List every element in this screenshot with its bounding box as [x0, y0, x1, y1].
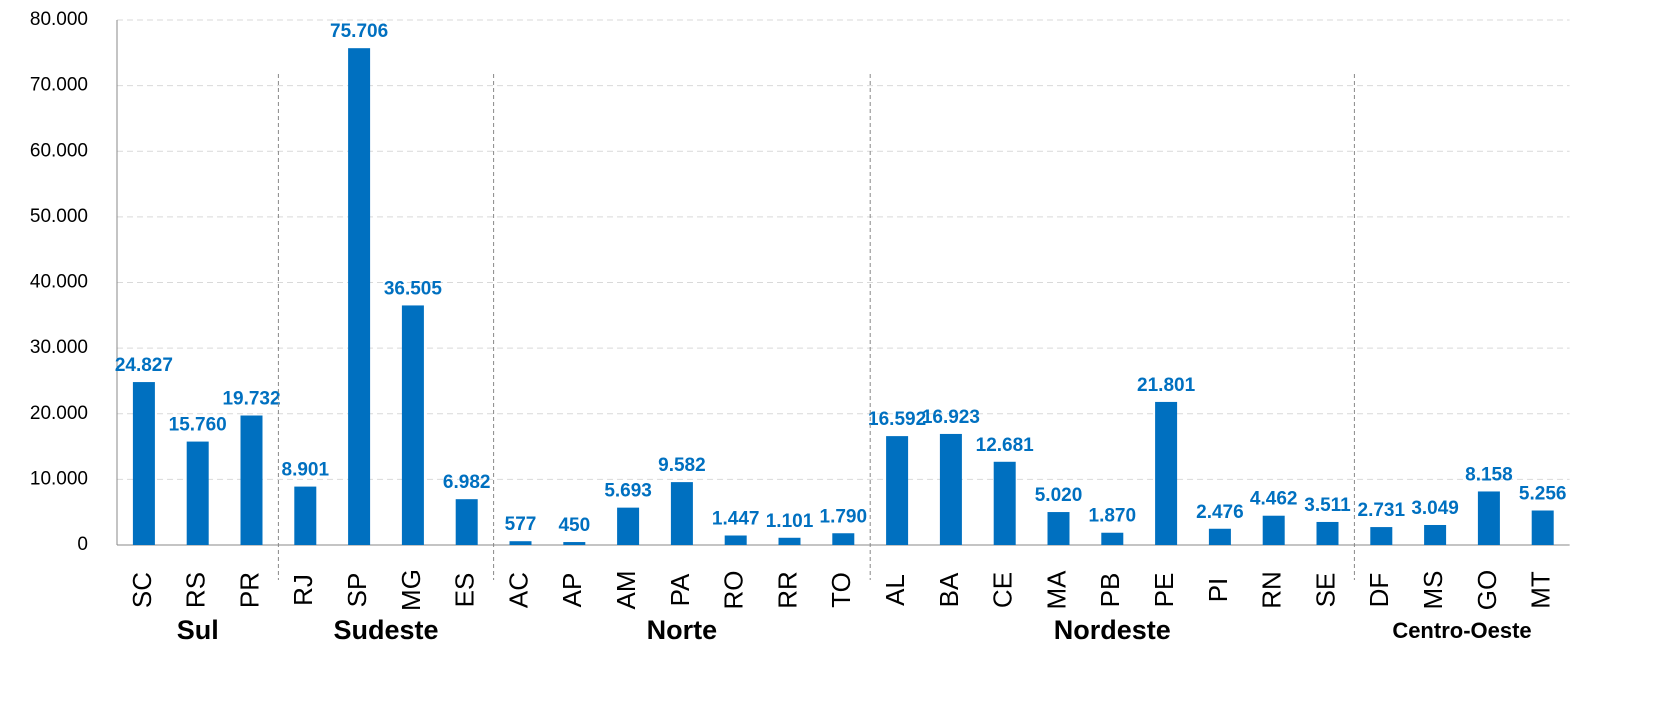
bar [1477, 491, 1500, 545]
value-label: 2.731 [1358, 500, 1406, 521]
bar [1208, 528, 1231, 545]
y-tick-label: 60.000 [30, 140, 88, 161]
bar [240, 415, 263, 545]
value-label: 6.982 [443, 472, 491, 493]
value-label: 577 [505, 514, 537, 535]
value-label: 1.790 [820, 506, 868, 527]
x-tick-label: PE [1149, 573, 1179, 608]
value-label: 15.760 [169, 415, 227, 436]
value-label: 1.101 [766, 511, 814, 532]
bar [1047, 512, 1070, 545]
y-tick-label: 30.000 [30, 337, 88, 358]
group-label: Sudeste [333, 615, 438, 645]
bar [186, 441, 209, 545]
x-tick-label: MS [1418, 571, 1448, 610]
bar [993, 461, 1016, 545]
x-tick-label: AL [880, 574, 910, 606]
value-label: 24.827 [115, 355, 173, 376]
x-tick-label: RR [772, 571, 802, 609]
x-tick-label: PI [1203, 578, 1233, 603]
bar [1316, 521, 1339, 545]
value-label: 9.582 [658, 455, 706, 476]
value-label: 36.505 [384, 278, 443, 299]
value-label: 4.462 [1250, 489, 1298, 510]
value-label: 450 [558, 515, 590, 536]
bar [1262, 515, 1285, 545]
bar [1424, 524, 1447, 545]
bar [132, 382, 155, 545]
x-tick-label: RS [181, 572, 211, 608]
value-label: 8.901 [282, 460, 330, 481]
x-tick-label: SC [127, 572, 157, 608]
group-label: Centro-Oeste [1392, 618, 1531, 643]
bar [294, 486, 317, 545]
value-label: 75.706 [330, 21, 388, 42]
x-tick-label: BA [934, 572, 964, 607]
x-tick-label: DF [1364, 573, 1394, 608]
x-tick-label: ES [450, 573, 480, 608]
group-label: Nordeste [1054, 615, 1171, 645]
bar [509, 541, 532, 545]
value-label: 21.801 [1137, 375, 1196, 396]
y-tick-label: 20.000 [30, 403, 88, 424]
x-tick-label: RJ [288, 574, 318, 606]
x-tick-label: SE [1310, 573, 1340, 608]
y-tick-label: 40.000 [30, 272, 88, 293]
bar [1370, 527, 1393, 545]
bar [939, 433, 962, 545]
x-tick-label: GO [1472, 570, 1502, 610]
value-label: 5.020 [1035, 485, 1083, 506]
value-label: 5.693 [604, 481, 652, 502]
value-label: 16.923 [922, 407, 980, 428]
x-tick-label: MA [1041, 570, 1071, 610]
value-label: 1.447 [712, 509, 760, 530]
bar [832, 533, 855, 545]
x-tick-label: RN [1257, 571, 1287, 609]
bar [1101, 532, 1124, 545]
y-tick-label: 0 [77, 534, 88, 555]
x-tick-label: CE [988, 572, 1018, 608]
bar [1531, 510, 1554, 545]
x-tick-label: PR [234, 572, 264, 608]
y-tick-label: 80.000 [30, 9, 88, 30]
value-label: 16.592 [868, 409, 926, 430]
x-tick-label: MT [1526, 571, 1556, 609]
bar [724, 535, 747, 545]
value-label: 8.158 [1465, 464, 1513, 485]
x-tick-label: AC [503, 572, 533, 608]
value-label: 19.732 [222, 389, 280, 410]
bar [617, 507, 640, 545]
x-tick-label: PB [1095, 573, 1125, 608]
bar [455, 499, 478, 545]
bar [670, 482, 693, 545]
x-tick-label: TO [826, 572, 856, 608]
bar [886, 436, 909, 545]
x-tick-label: AM [611, 571, 641, 610]
bar [563, 542, 586, 545]
x-tick-label: SP [342, 573, 372, 608]
value-label: 3.511 [1304, 495, 1351, 516]
x-tick-label: MG [396, 569, 426, 611]
value-label: 1.870 [1089, 506, 1137, 527]
y-tick-label: 10.000 [30, 468, 88, 489]
x-tick-label: PA [665, 573, 695, 606]
bar [348, 48, 371, 545]
y-tick-label: 70.000 [30, 75, 88, 96]
x-tick-label: AP [557, 573, 587, 608]
value-label: 5.256 [1519, 484, 1567, 505]
bar [401, 305, 424, 545]
value-label: 2.476 [1196, 502, 1244, 523]
y-tick-label: 50.000 [30, 206, 88, 227]
value-label: 12.681 [976, 435, 1035, 456]
group-label: Norte [647, 615, 718, 645]
bar [1155, 401, 1178, 545]
bar [778, 537, 801, 545]
x-tick-label: RO [719, 571, 749, 610]
value-label: 3.049 [1411, 498, 1459, 519]
group-label: Sul [177, 615, 219, 645]
